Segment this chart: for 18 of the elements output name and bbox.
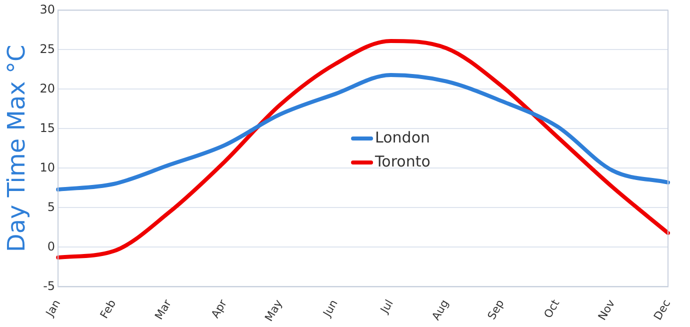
legend-label: London xyxy=(375,128,430,146)
y-tick-label: 15 xyxy=(40,120,56,135)
x-tick-label: Jun xyxy=(320,297,340,320)
y-tick-label: 25 xyxy=(40,42,56,56)
x-tick-label: Jan xyxy=(42,297,64,320)
y-tick-label: 30 xyxy=(40,2,56,16)
line-series xyxy=(56,39,670,260)
x-tick-label: Jul xyxy=(377,297,396,316)
x-tick-label: Feb xyxy=(98,297,119,321)
x-tick-label: Oct xyxy=(541,296,563,320)
y-tick-label: 20 xyxy=(40,81,56,96)
y-tick-label: 0 xyxy=(47,239,56,254)
line-series xyxy=(56,72,670,192)
legend-label: Toronto xyxy=(374,152,430,170)
y-tick-label: 5 xyxy=(47,200,56,214)
y-tick-label: -5 xyxy=(43,278,56,293)
y-tick-label: 10 xyxy=(40,160,56,174)
y-axis-title: Day Time Max °C xyxy=(2,44,31,252)
